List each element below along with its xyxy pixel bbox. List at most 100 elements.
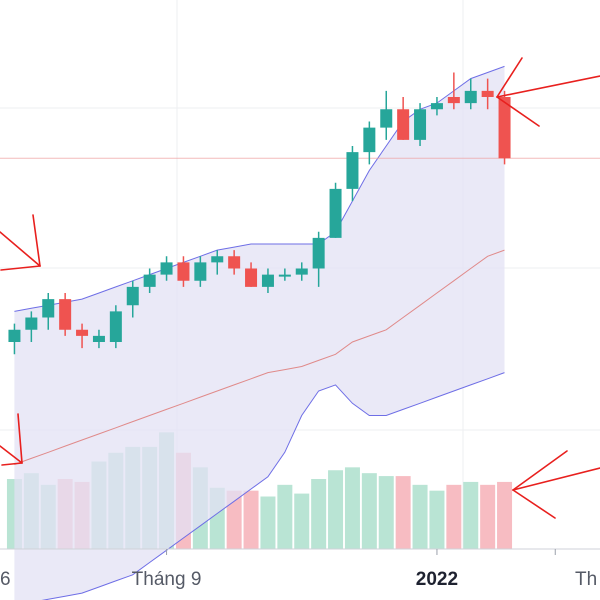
candle-20 [346,146,359,202]
arrow-lower-left [0,413,23,466]
candle-body-28 [481,90,494,97]
volume-bar-18 [311,479,327,549]
arrow-left-cluster-head-a [32,214,41,267]
band-fill [14,66,505,600]
candle-body-23 [397,109,410,140]
candle-body-3 [59,299,72,330]
volume-bar-22 [378,476,394,549]
candles [8,72,511,355]
candle-body-22 [380,109,393,128]
candle-24 [414,103,427,146]
annotation-arrows [0,57,600,519]
band-upper-line [14,65,505,312]
candle-3 [59,293,72,336]
candle-10 [177,256,190,287]
candle-7 [126,280,139,318]
candle-6 [109,305,122,349]
candle-18 [312,231,325,287]
arrow-left-cluster [0,214,41,271]
candle-body-18 [312,237,325,269]
candle-body-19 [329,188,342,238]
candle-5 [92,329,105,349]
arrow-top-right-head-b [496,96,540,127]
candle-12 [211,250,224,275]
volume-bar-26 [446,484,462,549]
candle-body-21 [363,127,376,153]
candle-body-26 [447,97,460,104]
volume-bar-25 [429,490,445,549]
candle-body-10 [177,262,190,281]
candle-body-29 [498,97,511,159]
candle-body-12 [211,256,224,263]
x-tick-label-3: Th [575,569,597,590]
candle-19 [329,182,342,238]
volume-bar-21 [361,473,377,549]
candle-1 [25,311,38,342]
volume-bar-27 [463,481,479,549]
candle-body-0 [8,329,21,342]
arrow-top-right-head-a [496,57,523,98]
candle-27 [464,78,477,110]
x-tick-label-2: 2022 [416,569,458,590]
volume-bar-16 [277,484,293,549]
candle-2 [42,293,55,330]
candle-body-4 [76,329,89,336]
candle-body-25 [430,103,443,110]
arrow-last-volume-head-b [512,489,556,519]
candle-0 [8,323,21,355]
candle-body-13 [228,256,241,269]
volume-bar-13 [226,490,242,549]
volume-bar-24 [412,484,428,549]
x-tick-label-0: 6 [0,569,11,590]
band-middle-line [14,249,505,465]
candle-11 [194,256,207,287]
arrow-last-volume-head-a [512,450,568,491]
candle-14 [245,262,258,287]
candle-9 [160,256,173,281]
candle-28 [481,78,494,110]
arrow-left-cluster-head-b [0,265,41,271]
candle-22 [380,90,393,140]
candle-17 [295,262,308,281]
x-axis: 6 Tháng 9 2022 Th [0,548,600,590]
candle-21 [363,121,376,165]
candle-body-14 [245,268,258,287]
volume-bar-23 [395,476,411,549]
candle-body-16 [278,274,291,277]
candle-body-5 [92,335,105,342]
candle-body-2 [42,299,55,318]
arrow-last-volume-shaft [512,467,600,491]
candle-8 [143,268,156,293]
candle-body-9 [160,262,173,275]
candle-body-27 [464,90,477,104]
volume-bar-19 [328,470,344,549]
candle-body-24 [414,109,427,140]
candle-body-15 [261,274,274,287]
candle-body-6 [109,311,122,342]
arrow-lower-left-shaft [0,445,23,464]
arrow-top-right [496,57,600,127]
candle-body-11 [194,262,207,281]
x-tick-label-1: Tháng 9 [132,569,202,590]
candle-26 [447,72,460,110]
volume-bar-15 [260,496,276,549]
candle-body-17 [295,268,308,275]
volume-bar-29 [497,481,513,549]
volume-bar-14 [243,490,259,549]
arrow-lower-left-head-a [17,413,23,464]
candle-13 [228,250,241,275]
arrow-last-volume [512,450,600,519]
candle-15 [261,268,274,293]
candle-body-7 [126,286,139,306]
arrow-top-right-shaft [496,75,600,98]
volume-bar-17 [294,493,310,549]
volume-bar-28 [480,484,496,549]
candle-25 [430,97,443,116]
candle-4 [76,323,89,349]
volume-bar-20 [344,467,360,549]
arrow-left-cluster-shaft [0,231,41,267]
candle-body-20 [346,152,359,189]
candle-23 [397,97,410,140]
